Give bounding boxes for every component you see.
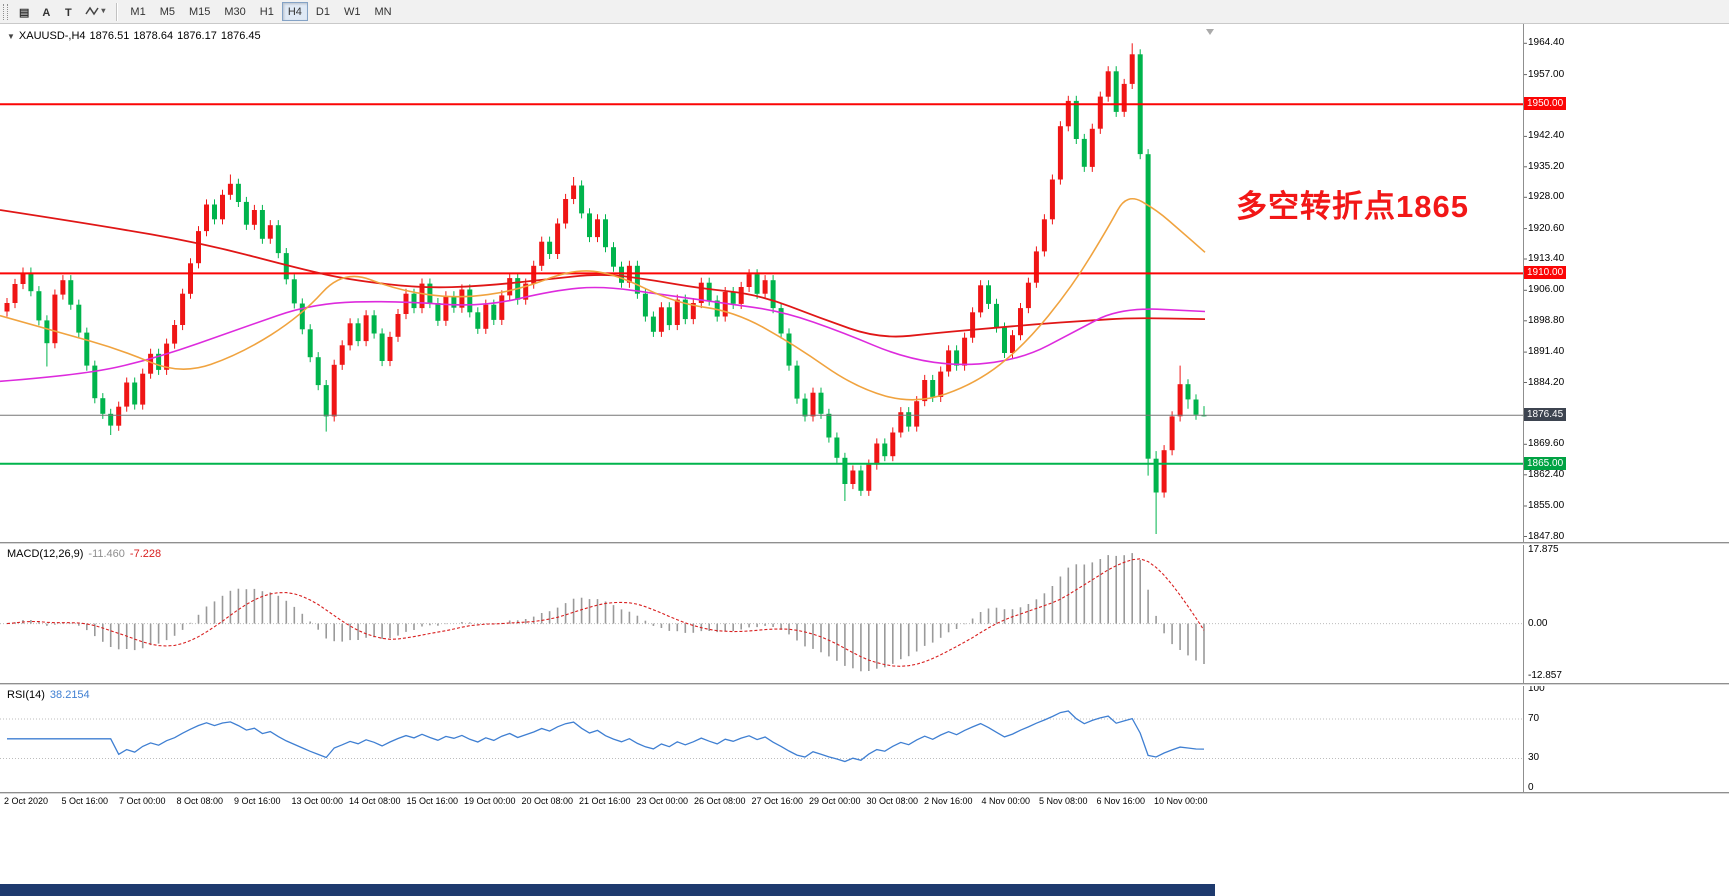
macd-value-main: -11.460 — [88, 548, 125, 560]
main-toolbar: ▤ A T ▾ M1 M5 M15 M30 H1 H4 D1 W1 MN — [0, 0, 1729, 24]
price-axis-tick: 1957.00 — [1528, 68, 1565, 80]
time-axis-label: 2 Oct 2020 — [4, 796, 49, 806]
text-tool[interactable]: T — [58, 3, 78, 23]
chart-ohlc-readout: ▼ XAUUSD-,H4 1876.51 1878.64 1876.17 1876.45 — [7, 30, 265, 42]
time-axis-label: 30 Oct 08:00 — [866, 796, 919, 806]
timeframe-m5[interactable]: M5 — [154, 2, 181, 21]
rsi-axis-tick: 70 — [1528, 713, 1540, 725]
price-badge: 1865.00 — [1524, 456, 1567, 470]
time-axis-label: 5 Oct 16:00 — [61, 796, 109, 806]
price-axis-tick: 1964.40 — [1528, 37, 1565, 49]
ohlc-high: 1878.64 — [133, 30, 174, 42]
time-axis-label: 14 Oct 08:00 — [349, 796, 401, 806]
pane-separator-main-macd[interactable] — [0, 542, 1729, 545]
pane-separator-macd-rsi[interactable] — [0, 683, 1729, 686]
candlestick-series — [4, 43, 1207, 534]
timeframe-mn[interactable]: MN — [368, 2, 397, 21]
line-studies-toolbar: ▤ A T ▾ — [13, 1, 111, 23]
price-badge: 1876.45 — [1524, 408, 1567, 422]
macd-indicator-label: MACD(12,26,9) -11.460 -7.228 — [7, 548, 161, 560]
time-axis-label: 4 Nov 00:00 — [981, 796, 1031, 806]
annotation-text: 多空转折点1865 — [1236, 189, 1469, 224]
price-axis-tick: 1898.80 — [1528, 314, 1565, 326]
time-axis-label: 7 Oct 00:00 — [119, 796, 166, 806]
timeframe-d1[interactable]: D1 — [310, 2, 336, 21]
macd-axis-tick: 17.875 — [1528, 544, 1559, 556]
macd-histogram — [14, 553, 1205, 672]
ma-mid-magenta — [0, 286, 1206, 383]
chart-shift-marker-icon[interactable] — [1206, 29, 1214, 35]
timeframe-m1[interactable]: M1 — [124, 2, 151, 21]
price-axis-tick: 1942.40 — [1528, 130, 1565, 142]
timeframe-m30[interactable]: M30 — [218, 2, 251, 21]
rsi-line — [7, 710, 1205, 763]
macd-value-signal: -7.228 — [129, 548, 162, 560]
timeframes-toolbar: M1 M5 M15 M30 H1 H4 D1 W1 MN — [123, 2, 398, 22]
time-axis-label: 23 Oct 00:00 — [636, 796, 689, 806]
price-axis-tick: 1906.00 — [1528, 284, 1565, 296]
price-axis-tick: 1935.20 — [1528, 160, 1565, 172]
price-badge: 1910.00 — [1524, 266, 1567, 280]
time-axis-label: 8 Oct 08:00 — [176, 796, 224, 806]
rsi-value: 38.2154 — [49, 689, 90, 701]
time-axis-label: 27 Oct 16:00 — [751, 796, 804, 806]
rsi-axis-tick: 30 — [1528, 752, 1540, 764]
symbol-period: XAUUSD-,H4 — [18, 30, 86, 42]
price-axis-tick: 1884.20 — [1528, 376, 1565, 388]
ohlc-open: 1876.51 — [89, 30, 130, 42]
time-axis-label: 9 Oct 16:00 — [234, 796, 281, 806]
ma-slow-red — [0, 209, 1206, 338]
time-axis-label: 10 Nov 00:00 — [1154, 796, 1208, 806]
pane-separator-rsi-axis — [0, 792, 1729, 795]
label-tool[interactable]: A — [36, 3, 56, 23]
rsi-axis-tick: 100 — [1528, 683, 1545, 695]
time-axis-label: 26 Oct 08:00 — [694, 796, 746, 806]
ma-fast-orange — [0, 197, 1206, 401]
chart-windows-icon[interactable]: ▤ — [14, 2, 34, 22]
time-axis-label: 5 Nov 08:00 — [1039, 796, 1088, 806]
price-axis-tick: 1928.00 — [1528, 191, 1565, 203]
time-axis-label: 19 Oct 00:00 — [464, 796, 516, 806]
toolbar-grip[interactable] — [3, 3, 8, 20]
price-axis-tick: 1920.60 — [1528, 222, 1565, 234]
price-axis-tick: 1847.80 — [1528, 530, 1565, 542]
time-axis-label: 13 Oct 00:00 — [291, 796, 344, 806]
time-axis-label: 6 Nov 16:00 — [1096, 796, 1146, 806]
timeframe-h1[interactable]: H1 — [254, 2, 280, 21]
timeframe-w1[interactable]: W1 — [338, 2, 367, 21]
dropdown-chevron-icon[interactable]: ▾ — [101, 6, 106, 15]
rsi-indicator-label: RSI(14) 38.2154 — [7, 689, 90, 701]
time-axis-label: 29 Oct 00:00 — [809, 796, 861, 806]
rsi-name: RSI(14) — [7, 689, 45, 701]
collapse-indicator-icon[interactable]: ▼ — [7, 32, 15, 41]
time-axis-label: 2 Nov 16:00 — [924, 796, 973, 806]
time-axis-label: 15 Oct 16:00 — [406, 796, 459, 806]
ohlc-low: 1876.17 — [177, 30, 217, 42]
price-badge: 1950.00 — [1524, 97, 1567, 111]
macd-axis-tick: -12.857 — [1528, 670, 1562, 682]
macd-signal-line — [6, 558, 1205, 667]
price-axis-tick: 1913.40 — [1528, 253, 1565, 265]
price-axis-border — [1523, 24, 1524, 794]
price-axis-tick: 1862.40 — [1528, 468, 1565, 480]
timeframe-m15[interactable]: M15 — [183, 2, 216, 21]
price-axis-tick: 1869.60 — [1528, 438, 1565, 450]
ohlc-close: 1876.45 — [220, 30, 261, 42]
polyline-tool[interactable]: ▾ — [80, 1, 110, 21]
price-axis-tick: 1891.40 — [1528, 346, 1565, 358]
horizontal-scrollbar[interactable] — [0, 884, 1215, 896]
toolbar-separator — [116, 2, 119, 21]
time-axis-label: 21 Oct 16:00 — [579, 796, 631, 806]
price-axis-tick: 1855.00 — [1528, 500, 1565, 512]
macd-name: MACD(12,26,9) — [7, 548, 84, 560]
timeframe-h4[interactable]: H4 — [281, 2, 308, 22]
macd-axis-tick: 0.00 — [1528, 617, 1548, 629]
rsi-axis-tick: 0 — [1528, 782, 1534, 794]
time-axis-label: 20 Oct 08:00 — [521, 796, 574, 806]
